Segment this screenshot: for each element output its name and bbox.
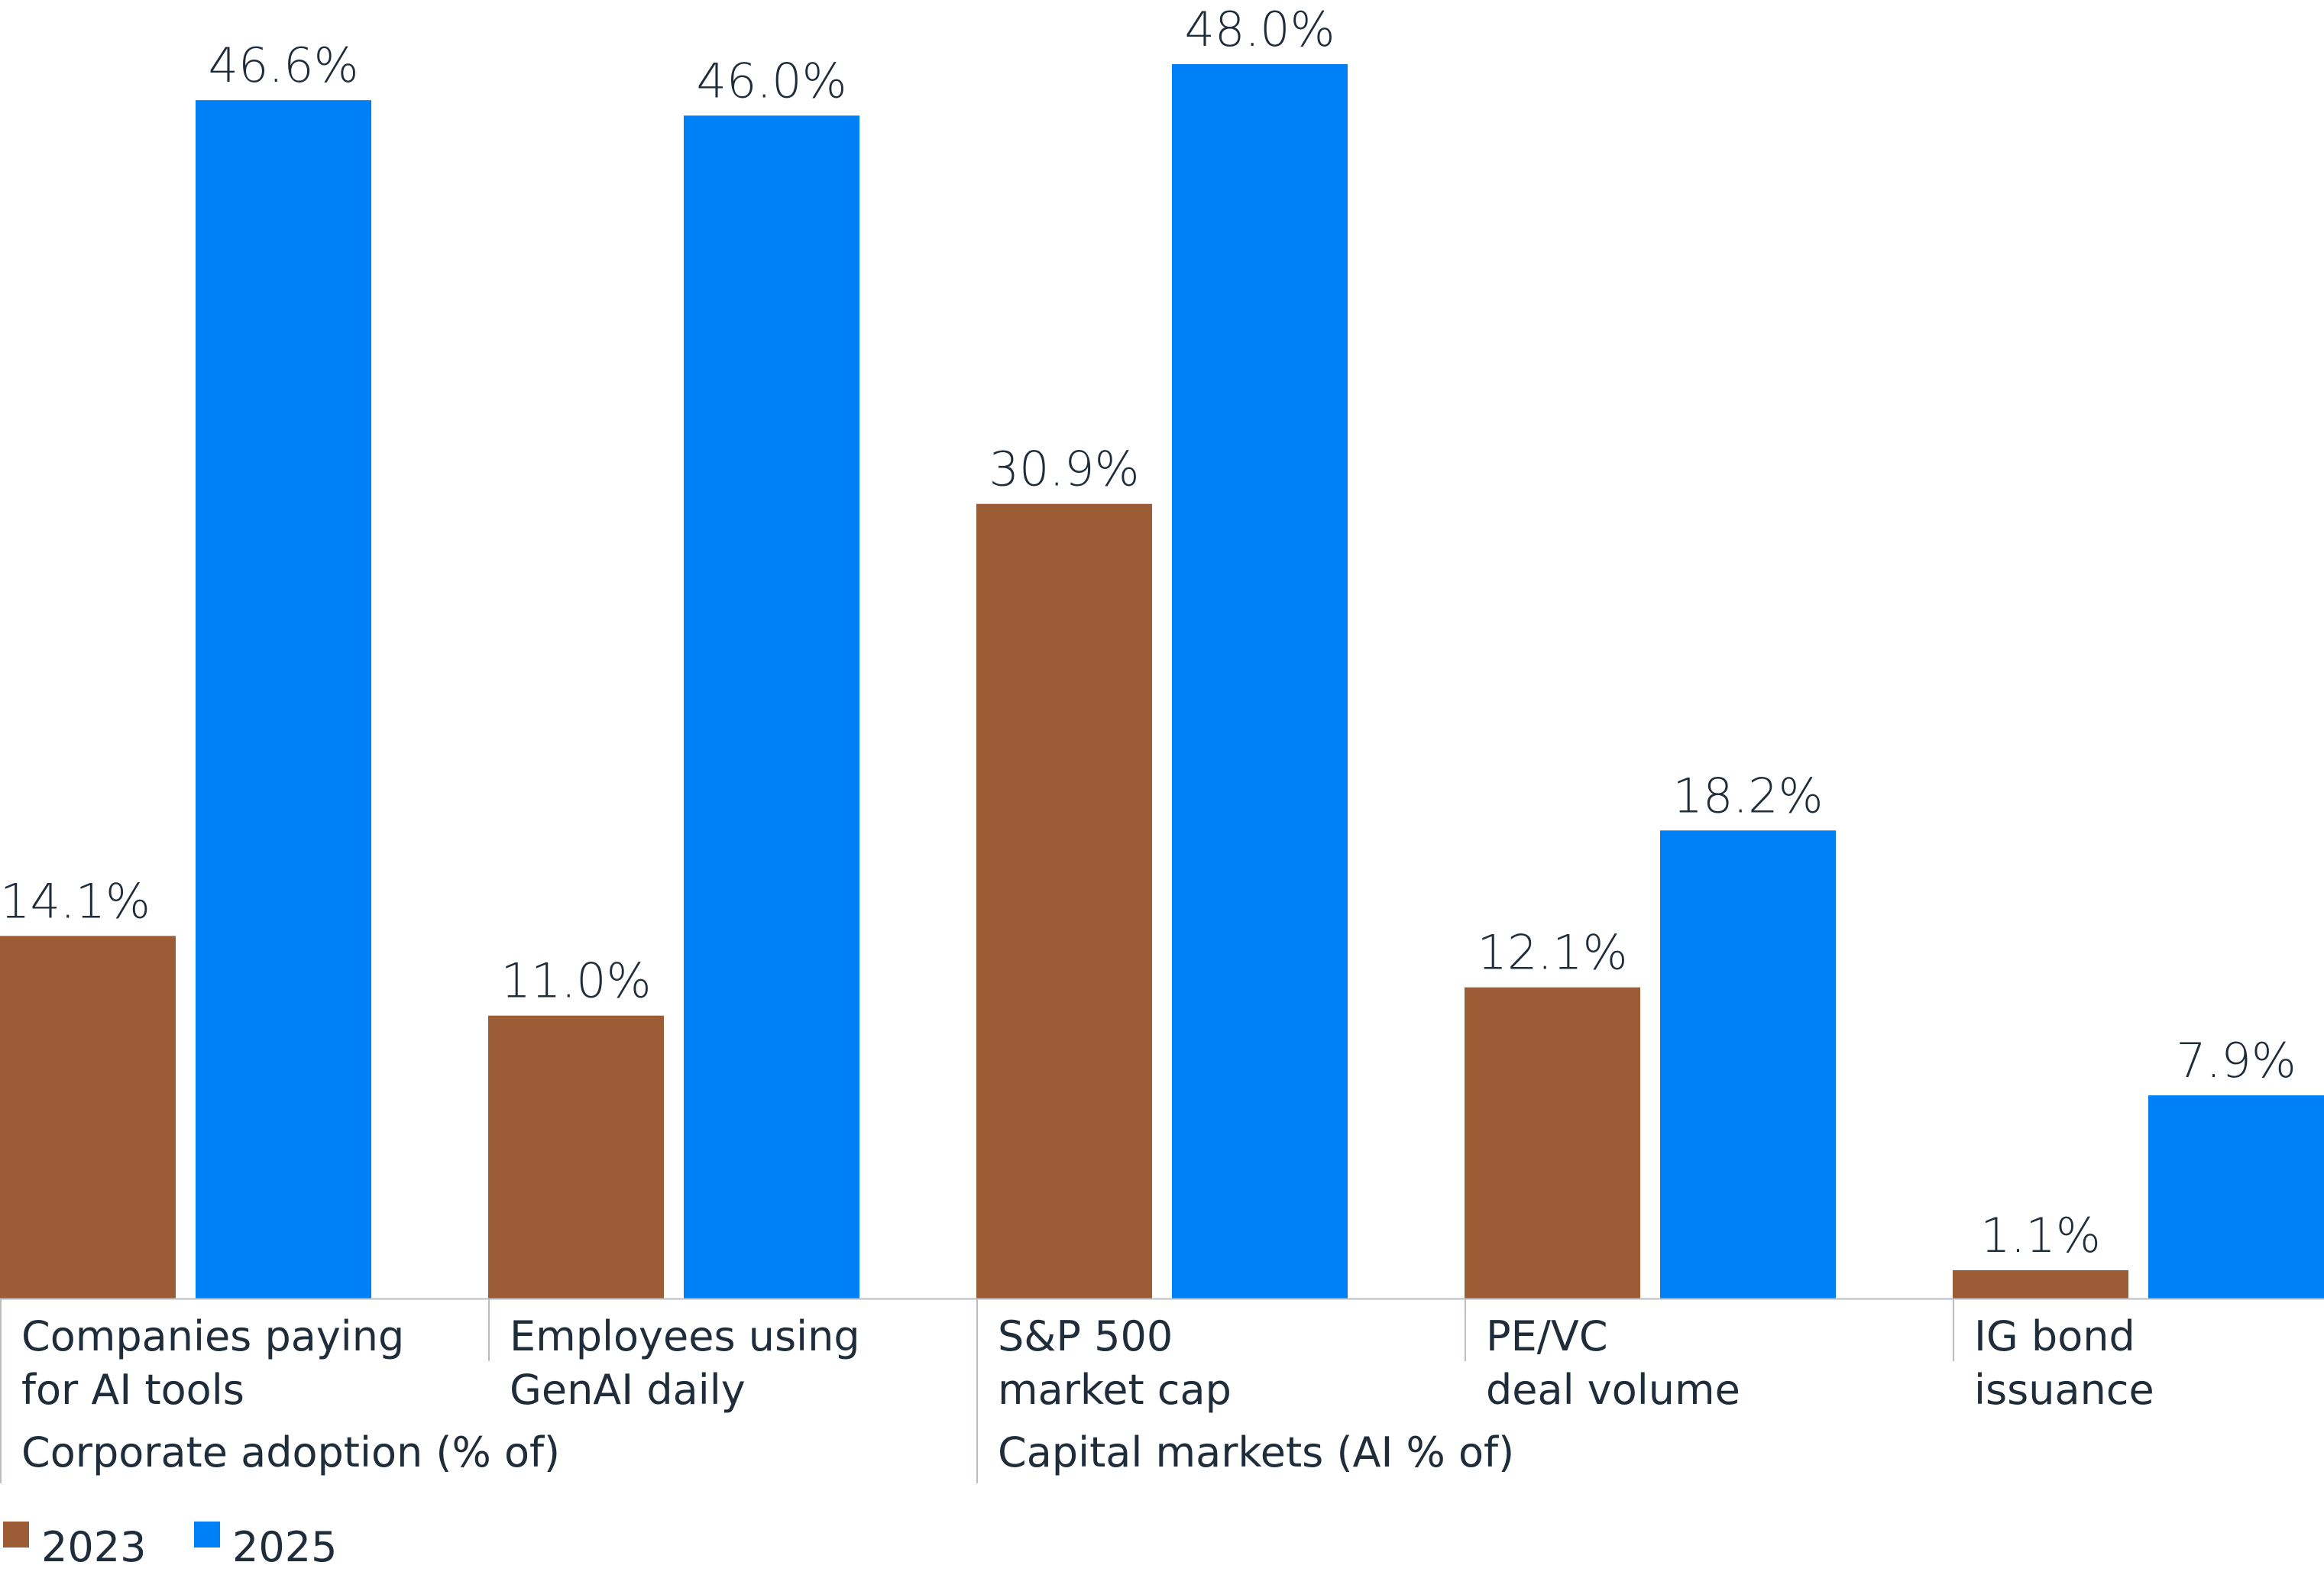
bar-2025-2 [1172,64,1348,1298]
bar-2025-0 [196,100,371,1299]
category-label-4-0: IG bond [1974,1312,2135,1360]
group-label-1: Capital markets (AI % of) [998,1428,1514,1476]
data-label-2023-4: 1.1% [1980,1208,2101,1263]
bar-2025-3 [1660,830,1836,1298]
legend: 2023 2025 [3,1522,337,1571]
data-label-2025-4: 7.9% [2176,1033,2296,1088]
bar-2023-3 [1465,987,1640,1298]
data-label-2025-0: 46.6% [209,37,359,93]
legend-swatch-2025 [194,1522,220,1548]
legend-label-2025: 2025 [232,1523,337,1571]
category-label-1-1: GenAI daily [510,1366,746,1414]
bar-2023-0 [0,936,176,1298]
bar-2025-4 [2148,1095,2324,1298]
data-label-2025-2: 48.0% [1185,2,1335,57]
data-label-2023-1: 11.0% [501,953,652,1009]
data-label-2023-2: 30.9% [989,441,1140,497]
bar-2023-2 [976,503,1152,1299]
category-label-0-0: Companies paying [21,1312,404,1360]
legend-label-2023: 2023 [41,1523,146,1571]
data-label-2023-0: 14.1% [0,873,151,929]
bar-2023-1 [488,1015,664,1298]
bars-layer [0,64,2324,1299]
category-label-2-1: market cap [998,1366,1232,1414]
legend-swatch-2023 [3,1522,29,1548]
category-label-0-1: for AI tools [21,1366,244,1414]
group-label-0: Corporate adoption (% of) [21,1428,560,1476]
data-label-2023-3: 12.1% [1478,925,1628,981]
category-labels-layer: Companies paying for AI tools Employees us… [21,1312,2154,1414]
x-axis [0,1298,2324,1483]
category-label-2-0: S&P 500 [998,1312,1173,1360]
category-label-3-1: deal volume [1486,1366,1740,1414]
value-labels-layer: 14.1% 46.6% 11.0% 46.0% 30.9% 48.0% 12.1% 18.2%… [0,2,2296,1263]
bar-2023-4 [1953,1269,2128,1298]
category-label-1-0: Employees using [510,1312,860,1360]
category-label-3-0: PE/VC [1486,1312,1608,1360]
bar-2025-1 [684,115,859,1298]
data-label-2025-3: 18.2% [1673,768,1824,823]
category-label-4-1: issuance [1974,1366,2154,1414]
data-label-2025-1: 46.0% [697,53,847,108]
group-labels-layer: Corporate adoption (% of) Capital markets… [21,1428,1514,1476]
